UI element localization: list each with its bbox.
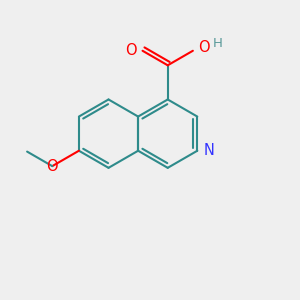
Text: H: H (213, 37, 223, 50)
Text: O: O (198, 40, 209, 55)
Text: O: O (126, 43, 137, 58)
Text: O: O (46, 159, 58, 174)
Text: N: N (204, 143, 215, 158)
